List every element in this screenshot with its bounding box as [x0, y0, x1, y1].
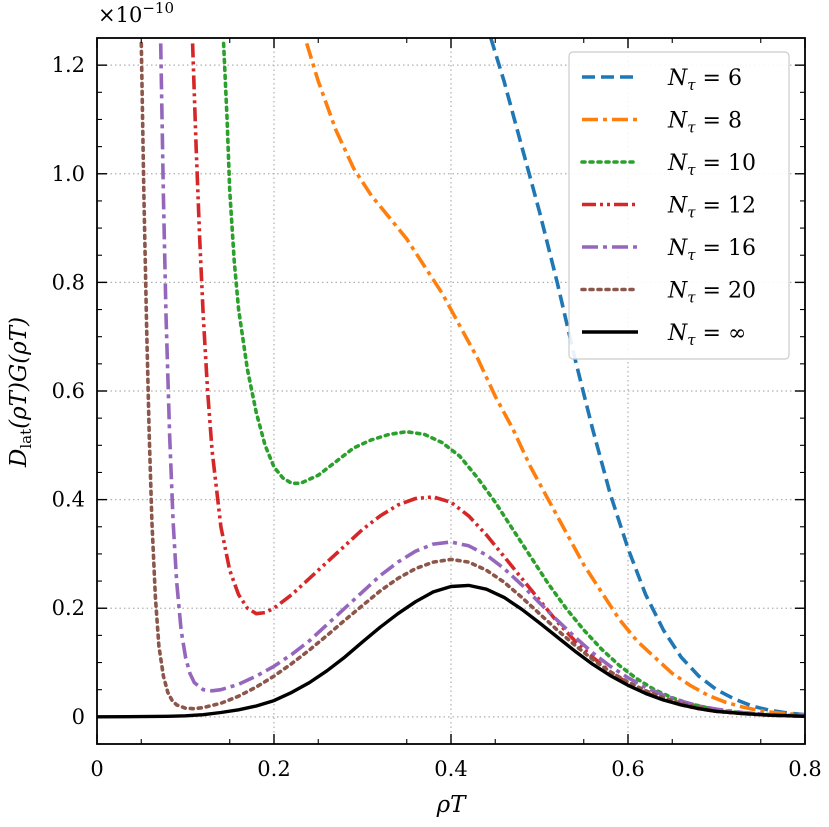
legend-label-rest: = 6 [696, 66, 742, 91]
legend-label-7: Nτ = ∞ [667, 321, 746, 349]
y-tick-label: 0.2 [52, 596, 85, 620]
x-tick-label: 0.8 [788, 757, 821, 781]
x-tick-label: 0.6 [611, 757, 644, 781]
legend-label-main: N [667, 279, 688, 304]
y-axis-label-main: D [6, 449, 32, 468]
legend-label-main: N [667, 321, 688, 346]
legend-label-rest: = 16 [696, 236, 756, 261]
legend-label-3: Nτ = 10 [667, 151, 756, 179]
axis-ticks: 0 0.2 0.4 0.6 0.8 0 0.2 0.4 0.6 0.8 1.0 1.2 [52, 38, 822, 781]
x-tick-label: 0.4 [434, 757, 467, 781]
legend-label-rest: = 8 [696, 109, 742, 134]
y-tick-label: 1.0 [52, 162, 85, 186]
legend-label-sub: τ [687, 204, 696, 222]
legend-label-main: N [667, 236, 688, 261]
y-scale-base: ×10 [98, 3, 142, 27]
legend-label-4: Nτ = 12 [667, 194, 756, 222]
series-line-6 [139, 41, 805, 719]
series-lines [97, 38, 805, 719]
y-tick-label: 0 [72, 705, 85, 729]
legend-label-6: Nτ = 20 [667, 279, 756, 307]
series-line-5 [158, 43, 805, 718]
x-tick-label: 0 [90, 757, 103, 781]
x-tick-label: 0.2 [257, 757, 290, 781]
legend-label-rest: = 12 [696, 194, 756, 219]
y-tick-label: 0.4 [52, 488, 85, 512]
legend-label-sub: τ [687, 76, 696, 94]
legend-label-2: Nτ = 8 [667, 109, 742, 137]
legend-label-5: Nτ = 16 [667, 236, 756, 264]
legend-label-sub: τ [687, 289, 696, 307]
y-axis-label: Dlat(ρT)G(ρT) [6, 317, 35, 468]
legend-label-rest: = 20 [696, 279, 756, 304]
x-axis-label: ρT [436, 792, 468, 818]
legend-label-1: Nτ = 6 [667, 66, 742, 94]
y-tick-label: 0.6 [52, 379, 85, 403]
series-line-7 [97, 583, 805, 719]
y-axis-label-rest: (ρT)G(ρT) [6, 317, 32, 429]
legend-label-rest: = 10 [696, 151, 756, 176]
legend-label-sub: τ [687, 331, 696, 349]
y-tick-label: 1.2 [52, 53, 85, 77]
y-scale-exponent: −10 [142, 0, 174, 17]
y-axis-label-sub: lat [17, 429, 35, 449]
y-tick-label: 0.8 [52, 270, 85, 294]
series-line-3 [221, 41, 805, 718]
legend-label-main: N [667, 151, 688, 176]
legend-label-main: N [667, 109, 688, 134]
legend-label-sub: τ [687, 119, 696, 137]
legend-label-sub: τ [687, 246, 696, 264]
legend-label-sub: τ [687, 161, 696, 179]
legend-label-main: N [667, 66, 688, 91]
series-line-1 [489, 38, 805, 717]
legend-box [568, 51, 790, 360]
legend-label-main: N [667, 194, 688, 219]
series-line-2 [304, 42, 805, 717]
legend-label-rest: = ∞ [696, 321, 747, 346]
y-scale-label: ×10−10 [98, 0, 174, 27]
